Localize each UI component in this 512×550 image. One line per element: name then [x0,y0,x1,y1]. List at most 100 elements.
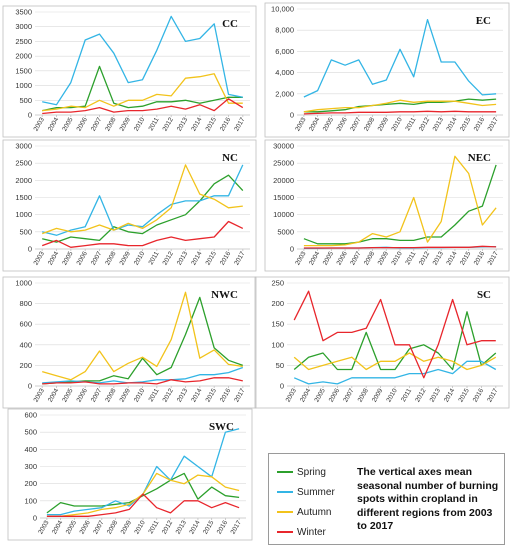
y-tick-label: 2500 [15,159,32,168]
x-tick-label: 2014 [445,116,458,132]
x-tick-label: 2015 [205,116,218,132]
x-tick-label: 2006 [76,250,89,266]
panel-frame [254,276,510,409]
x-tick-label: 2011 [148,250,161,266]
y-tick-label: 0 [28,111,32,120]
y-tick-label: 500 [19,96,32,105]
panel-frame [7,408,253,541]
x-tick-label: 2005 [61,116,74,132]
y-tick-label: 5000 [277,227,294,236]
series-line-spring-cc [42,65,243,112]
legend-label-spring: Spring [297,466,326,478]
x-tick-label: 2007 [92,519,105,535]
y-tick-label: 0 [28,382,32,391]
x-tick-label: 2017 [233,250,246,266]
x-tick-label: 2008 [104,387,117,403]
x-tick-label: 2009 [119,250,132,266]
x-tick-label: 2006 [76,116,89,132]
x-tick-label: 2014 [188,519,201,535]
y-tick-label: 0 [33,514,37,523]
series-line-summer-nwc [42,366,244,384]
x-tick-label: 2007 [349,116,362,132]
y-tick-label: 400 [24,445,37,454]
y-tick-label: 250 [271,279,284,288]
y-tick-label: 3000 [15,142,32,151]
series-line-autumn-nwc [42,291,243,381]
x-tick-label: 2016 [473,250,486,266]
x-tick-label: 2012 [162,250,175,266]
x-tick-label: 2012 [414,387,427,403]
x-tick-label: 2012 [161,519,174,535]
x-tick-label: 2005 [61,250,74,266]
x-tick-label: 2003 [33,250,46,266]
x-tick-label: 2009 [119,387,132,403]
x-tick-label: 2009 [377,250,390,266]
x-tick-label: 2013 [176,250,189,266]
x-tick-label: 2014 [190,387,203,403]
y-tick-label: 2,000 [275,89,294,98]
x-tick-label: 2016 [473,116,486,132]
series-line-winter-nc [41,220,244,248]
x-tick-label: 2003 [285,387,298,403]
legend-swatch-spring [277,471,293,473]
x-tick-label: 2008 [104,250,117,266]
y-tick-label: 2000 [15,52,32,61]
y-tick-label: 4,000 [275,68,294,77]
series-line-autumn-cc [42,73,243,112]
x-tick-label: 2008 [363,250,376,266]
x-tick-label: 2008 [357,387,370,403]
x-tick-label: 2011 [148,387,161,403]
x-tick-label: 2017 [230,519,243,535]
x-tick-label: 2009 [371,387,384,403]
y-tick-label: 0 [280,382,284,391]
x-tick-label: 2011 [404,116,417,132]
legend-label-winter: Winter [297,526,326,538]
x-tick-label: 2003 [294,116,307,132]
series-line-spring-ec [303,98,497,113]
y-tick-label: 3500 [15,8,32,17]
x-tick-label: 2010 [390,116,403,132]
y-tick-label: 100 [271,340,284,349]
series-line-spring-nwc [42,296,244,385]
legend-item-autumn: Autumn [277,505,331,519]
x-tick-label: 2008 [104,116,117,132]
x-tick-label: 2014 [190,116,203,132]
x-tick-label: 2004 [47,116,60,132]
x-tick-label: 2009 [119,116,132,132]
series-line-summer-swc [46,428,240,516]
x-tick-label: 2010 [133,250,146,266]
x-tick-label: 2006 [336,116,349,132]
x-tick-label: 2016 [219,116,232,132]
x-tick-label: 2004 [47,250,60,266]
series-line-autumn-nec [303,155,497,247]
legend-swatch-summer [277,491,293,493]
series-line-autumn-sc [293,352,497,371]
x-tick-label: 2004 [308,250,321,266]
y-tick-label: 10,000 [271,5,294,14]
panel-title-sc: SC [477,289,491,301]
y-tick-label: 1000 [15,279,32,288]
y-tick-label: 25000 [273,159,294,168]
y-tick-label: 1500 [15,66,32,75]
x-tick-label: 2016 [219,387,232,403]
x-tick-label: 2015 [459,116,472,132]
y-tick-label: 200 [271,299,284,308]
y-tick-label: 200 [19,361,32,370]
x-tick-label: 2004 [47,387,60,403]
y-tick-label: 1000 [15,81,32,90]
x-tick-label: 2012 [418,116,431,132]
x-tick-label: 2013 [429,387,442,403]
series-line-winter-cc [42,98,244,115]
x-tick-label: 2005 [65,519,78,535]
y-tick-label: 150 [271,320,284,329]
y-tick-label: 3000 [15,22,32,31]
x-tick-label: 2005 [313,387,326,403]
x-tick-label: 2003 [33,116,46,132]
series-line-winter-ec [303,110,497,115]
panel-title-nc: NC [222,152,238,164]
legend-note: The vertical axes mean seasonal number o… [357,466,499,532]
series-line-autumn-ec [303,99,497,113]
